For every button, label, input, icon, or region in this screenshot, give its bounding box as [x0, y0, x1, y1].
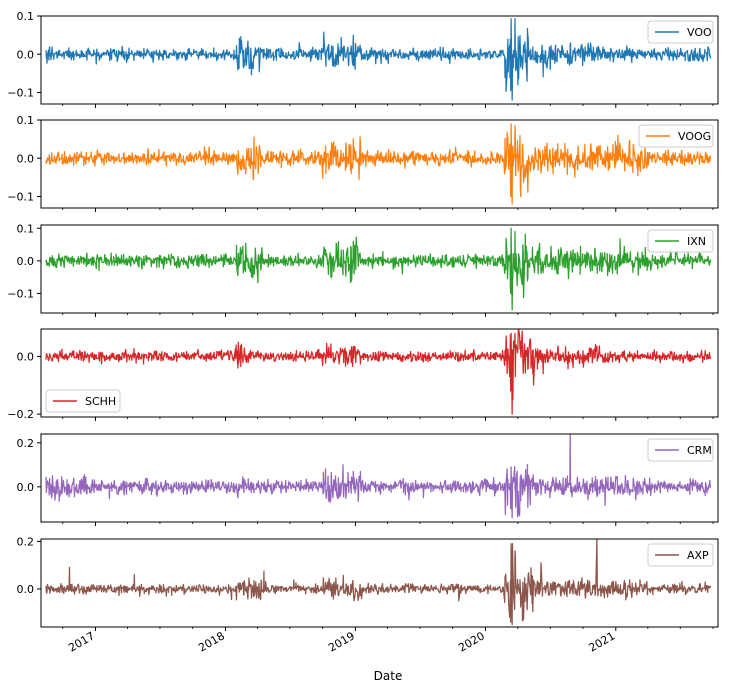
legend: IXN	[647, 229, 714, 253]
y-tick-label: 0.2	[17, 535, 35, 548]
legend-label: VOOG	[678, 130, 711, 143]
series-line-crm	[45, 434, 712, 519]
panel-frame	[40, 224, 719, 314]
y-tick-label: 0.0	[17, 481, 35, 494]
panel-frame	[40, 433, 719, 523]
panel-schh: 0.0 −0.2 SCHH	[7, 328, 719, 421]
shared-x-axis: 2017 2018 2019 2020 2021	[66, 629, 617, 654]
panel-frame	[40, 119, 719, 209]
y-tick-label: 0.2	[17, 437, 35, 450]
legend: AXP	[647, 543, 714, 567]
x-tick-label: 2018	[196, 629, 227, 654]
legend-box	[647, 229, 714, 253]
legend-box	[45, 389, 121, 413]
y-tick-label: 0.0	[17, 583, 35, 596]
x-tick-label: 2019	[326, 629, 357, 654]
legend: VOO	[647, 20, 714, 44]
legend-box	[647, 543, 714, 567]
y-tick-label: 0.0	[17, 350, 35, 363]
legend-label: CRM	[687, 444, 712, 457]
panel-voog: 0.1 0.0 −0.1 VOOG	[7, 114, 719, 212]
series-line-schh	[45, 329, 712, 415]
legend: CRM	[647, 438, 714, 462]
y-tick-label: −0.1	[7, 287, 34, 300]
y-tick-label: −0.2	[7, 408, 34, 421]
y-tick-label: 0.0	[17, 48, 35, 61]
y-tick-label: 0.0	[17, 152, 35, 165]
panel-crm: 0.2 0.0 CRM	[17, 433, 719, 526]
legend-label: VOO	[687, 26, 712, 39]
legend-box	[647, 438, 714, 462]
x-tick-label: 2021	[587, 629, 618, 654]
legend-label: AXP	[687, 549, 709, 562]
panel-frame	[40, 15, 719, 105]
y-tick-label: 0.0	[17, 255, 35, 268]
panel-frame	[40, 328, 719, 418]
chart-panels: 0.1 0.0 −0.1 VOO 0.1 0.0 −0.1 VOOG 0.1 0.0 −0.1 IXN…	[7, 10, 719, 631]
legend-label: SCHH	[85, 395, 116, 408]
panel-ixn: 0.1 0.0 −0.1 IXN	[7, 222, 719, 317]
y-tick-label: 0.1	[17, 10, 35, 23]
legend: VOOG	[638, 124, 714, 148]
y-tick-label: 0.1	[17, 114, 35, 127]
x-axis-label: Date	[374, 669, 403, 683]
legend-box	[647, 20, 714, 44]
panel-frame	[40, 538, 719, 628]
x-tick-label: 2017	[66, 629, 97, 654]
legend-box	[638, 124, 714, 148]
series-line-voo	[45, 18, 712, 101]
y-tick-label: −0.1	[7, 191, 34, 204]
y-tick-label: 0.1	[17, 222, 35, 235]
legend-label: IXN	[687, 235, 706, 248]
panel-axp: 0.2 0.0 AXP	[17, 535, 719, 631]
series-line-ixn	[45, 227, 712, 311]
legend: SCHH	[45, 389, 121, 413]
x-tick-label: 2020	[456, 629, 487, 654]
series-line-voog	[45, 123, 712, 205]
y-tick-label: −0.1	[7, 87, 34, 100]
panel-voo: 0.1 0.0 −0.1 VOO	[7, 10, 719, 108]
series-line-axp	[45, 539, 712, 626]
